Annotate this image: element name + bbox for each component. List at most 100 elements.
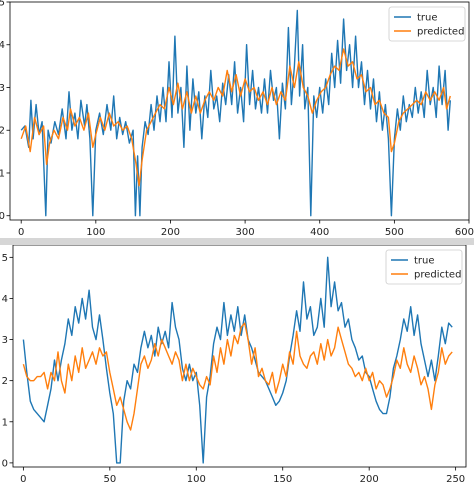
bottom-data-point-true: [223, 302, 224, 303]
bottom-data-point-predicted: [431, 409, 432, 410]
top-data-point-predicted: [227, 70, 228, 71]
top-x-tick-label: 600: [455, 227, 474, 238]
top-data-point-true: [189, 130, 190, 131]
bottom-y-tick-label: 5: [2, 253, 8, 264]
top-data-point-true: [307, 87, 308, 88]
top-data-point-true: [54, 121, 55, 122]
top-data-point-true: [424, 117, 425, 118]
bottom-data-point-predicted: [151, 360, 152, 361]
top-y-tick-label: 0: [0, 211, 5, 222]
bottom-data-point-true: [286, 380, 287, 381]
top-data-point-true: [346, 70, 347, 71]
top-data-point-true: [119, 117, 120, 118]
bottom-data-point-true: [192, 380, 193, 381]
bottom-data-point-true: [189, 364, 190, 365]
top-data-point-predicted: [412, 104, 413, 105]
top-y-tick-label: 1: [0, 168, 5, 179]
top-data-point-true: [316, 117, 317, 118]
top-data-point-true: [180, 87, 181, 88]
bottom-data-point-true: [82, 298, 83, 299]
top-data-point-predicted: [118, 121, 119, 122]
top-data-point-true: [243, 121, 244, 122]
bottom-data-point-true: [427, 376, 428, 377]
top-data-point-true: [445, 70, 446, 71]
top-data-point-predicted: [155, 113, 156, 114]
bottom-data-point-true: [400, 339, 401, 340]
top-data-point-true: [62, 108, 63, 109]
top-data-point-true: [246, 44, 247, 45]
bottom-data-point-true: [403, 318, 404, 319]
top-x-tick-label: 200: [161, 227, 180, 238]
bottom-data-point-true: [95, 339, 96, 340]
bottom-data-point-true: [47, 405, 48, 406]
top-data-point-true: [376, 121, 377, 122]
top-data-point-predicted: [186, 91, 187, 92]
bottom-data-point-predicted: [296, 331, 297, 332]
top-data-point-predicted: [200, 113, 201, 114]
top-data-point-true: [397, 108, 398, 109]
top-data-point-predicted: [131, 138, 132, 139]
bottom-data-point-predicted: [372, 372, 373, 373]
top-data-point-true: [116, 138, 117, 139]
bottom-data-point-predicted: [348, 364, 349, 365]
bottom-data-point-predicted: [344, 351, 345, 352]
bottom-data-point-predicted: [57, 351, 58, 352]
bottom-data-point-predicted: [196, 376, 197, 377]
top-data-point-true: [291, 104, 292, 105]
bottom-x-tick-label: 150: [273, 474, 292, 485]
top-data-point-true: [388, 138, 389, 139]
top-data-point-predicted: [416, 100, 417, 101]
top-data-point-predicted: [191, 113, 192, 114]
top-data-point-predicted: [109, 113, 110, 114]
bottom-x-tick-label: 50: [103, 474, 116, 485]
top-data-point-predicted: [258, 100, 259, 101]
top-data-point-predicted: [307, 95, 308, 96]
top-data-point-true: [201, 138, 202, 139]
bottom-data-point-true: [57, 380, 58, 381]
top-data-point-true: [204, 95, 205, 96]
bottom-data-point-true: [196, 372, 197, 373]
bottom-data-point-predicted: [414, 355, 415, 356]
top-data-point-predicted: [446, 108, 447, 109]
top-data-point-true: [151, 104, 152, 105]
bottom-data-point-predicted: [227, 339, 228, 340]
top-data-point-predicted: [182, 108, 183, 109]
bottom-data-point-predicted: [185, 364, 186, 365]
bottom-data-point-true: [331, 306, 332, 307]
top-data-point-true: [367, 70, 368, 71]
bottom-data-point-true: [386, 413, 387, 414]
top-data-point-true: [21, 130, 22, 131]
top-data-point-predicted: [70, 108, 71, 109]
top-data-point-true: [334, 87, 335, 88]
top-data-point-predicted: [245, 78, 246, 79]
top-data-point-true: [65, 138, 66, 139]
bottom-data-point-true: [92, 327, 93, 328]
top-data-point-true: [427, 70, 428, 71]
bottom-data-point-true: [237, 306, 238, 307]
bottom-data-point-true: [137, 372, 138, 373]
top-x-tick-label: 300: [236, 227, 255, 238]
bottom-data-point-true: [158, 327, 159, 328]
bottom-data-point-true: [303, 281, 304, 282]
bottom-data-point-predicted: [140, 364, 141, 365]
bottom-data-point-predicted: [47, 388, 48, 389]
bottom-data-point-true: [230, 314, 231, 315]
top-data-point-true: [231, 104, 232, 105]
bottom-data-point-true: [234, 331, 235, 332]
bottom-data-point-predicted: [210, 384, 211, 385]
top-data-point-predicted: [159, 104, 160, 105]
top-data-point-predicted: [30, 151, 31, 152]
bottom-data-point-predicted: [362, 380, 363, 381]
top-data-point-true: [74, 113, 75, 114]
bottom-legend-label-predicted: predicted: [414, 270, 461, 281]
bottom-data-point-predicted: [106, 351, 107, 352]
top-data-point-predicted: [21, 138, 22, 139]
top-data-point-predicted: [285, 100, 286, 101]
top-data-point-true: [276, 87, 277, 88]
bottom-data-point-true: [348, 318, 349, 319]
bottom-data-point-predicted: [255, 347, 256, 348]
top-data-point-true: [45, 215, 46, 216]
top-data-point-true: [373, 78, 374, 79]
bottom-data-point-predicted: [313, 351, 314, 352]
top-data-point-predicted: [394, 143, 395, 144]
